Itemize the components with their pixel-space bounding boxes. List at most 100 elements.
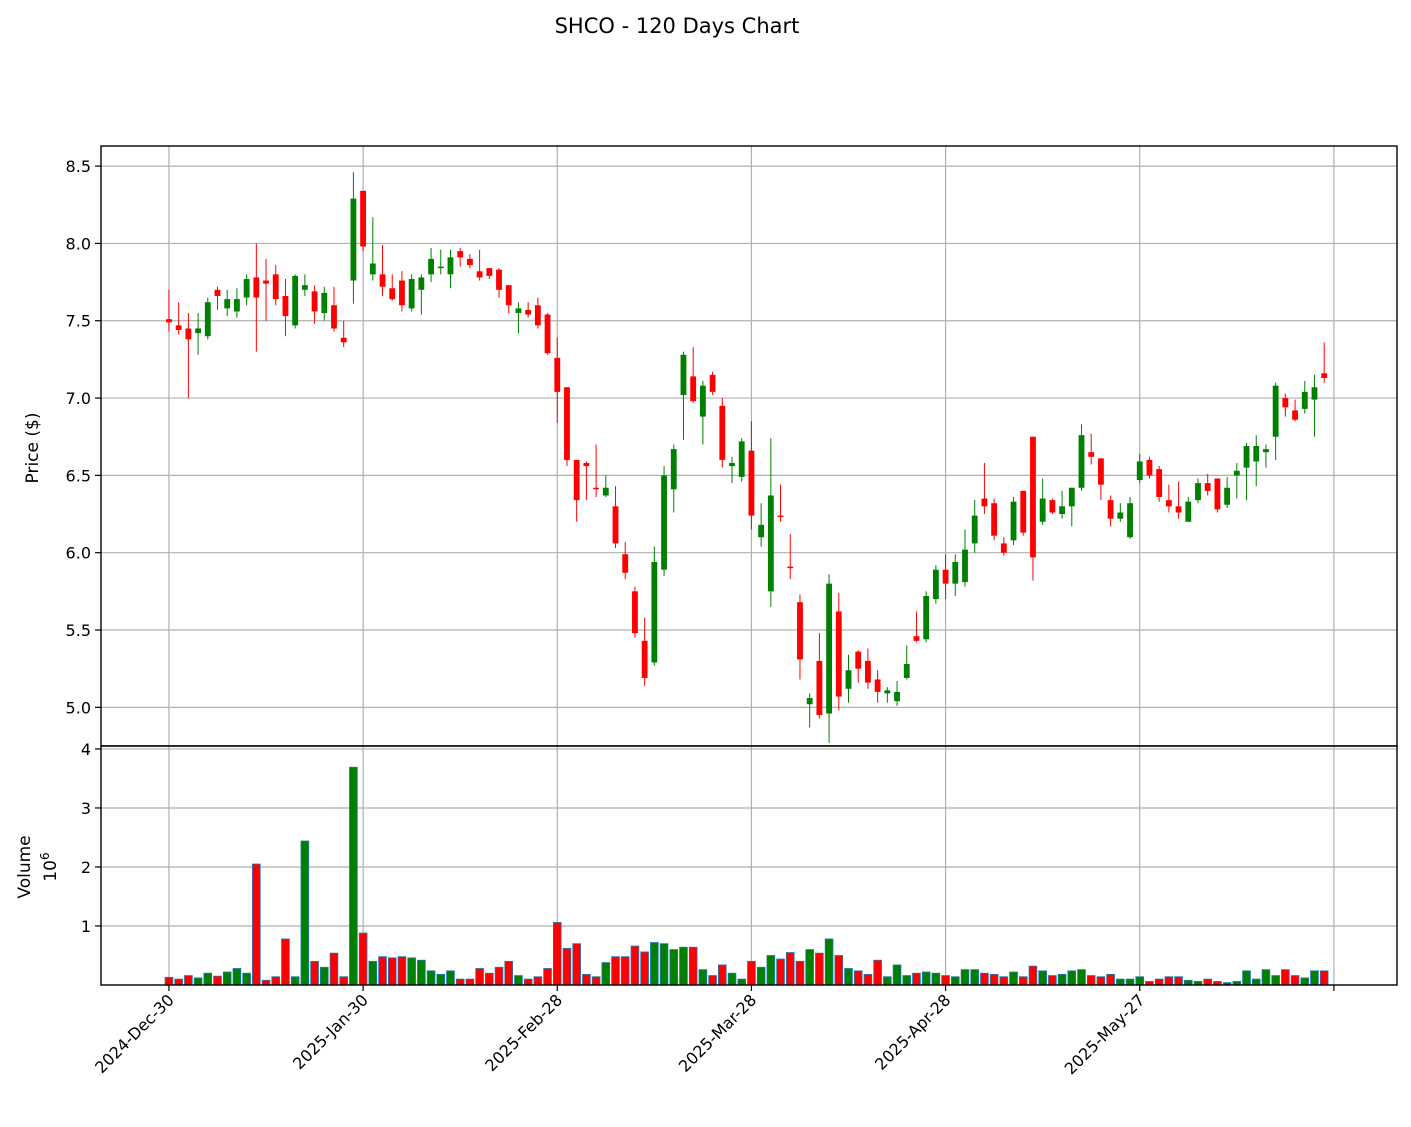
volume-bar <box>941 975 950 986</box>
volume-bar <box>339 976 348 986</box>
candle <box>272 265 279 306</box>
candle <box>971 500 978 553</box>
volume-tick-label: 3 <box>81 799 91 818</box>
candle-body <box>903 664 910 678</box>
price-tick-label: 7.5 <box>66 312 91 331</box>
candle-body <box>447 257 454 275</box>
candle <box>505 285 512 314</box>
volume-bar <box>951 976 960 986</box>
candle <box>331 286 337 332</box>
volume-bar <box>446 970 455 986</box>
candle <box>214 286 221 310</box>
candle-body <box>195 328 201 334</box>
candle <box>476 249 483 281</box>
candle-body <box>981 498 988 507</box>
candle <box>777 484 784 522</box>
candle-body <box>1136 461 1143 481</box>
volume-bar <box>863 973 873 986</box>
x-tick-label: 2025-Apr-28 <box>871 990 954 1073</box>
x-tick-label: 2025-Mar-28 <box>675 990 760 1075</box>
volume-bar <box>650 942 659 986</box>
volume-bar <box>504 960 514 986</box>
candle <box>437 249 444 275</box>
candle <box>185 313 192 399</box>
volume-bar <box>1251 978 1261 986</box>
candle <box>729 456 735 484</box>
candle <box>962 529 968 587</box>
x-tick-label: 2025-May-27 <box>1061 990 1149 1078</box>
candle <box>224 289 231 317</box>
volume-panel: 1 2 3 4 Volume 106 <box>15 740 1398 986</box>
candle-body <box>680 354 687 395</box>
candle <box>1127 497 1133 539</box>
candle <box>583 461 590 501</box>
candle-body <box>253 277 260 298</box>
candle <box>311 285 318 324</box>
candle <box>544 313 551 355</box>
candle <box>874 670 881 703</box>
candle <box>1321 342 1328 383</box>
volume-bar <box>310 960 319 986</box>
volume-bar <box>980 972 989 986</box>
volume-bar <box>591 976 601 986</box>
candle-body <box>369 263 376 275</box>
candle-body <box>466 258 473 266</box>
candle-body <box>331 305 337 329</box>
candle <box>709 371 716 395</box>
candle-body <box>602 487 609 496</box>
candle-body <box>272 274 279 300</box>
candle <box>816 633 823 719</box>
volume-bar <box>1106 973 1115 986</box>
volume-bar <box>601 962 611 986</box>
candle <box>1214 478 1221 513</box>
candle-body <box>573 459 580 501</box>
candle <box>835 592 842 711</box>
candle <box>787 534 794 579</box>
candle <box>913 611 920 643</box>
volume-bar <box>193 977 203 986</box>
volume-bar <box>815 952 824 986</box>
volume-bar <box>737 978 747 986</box>
candle-body <box>496 269 502 290</box>
volume-bar <box>1319 970 1329 986</box>
volume-bar <box>844 968 853 986</box>
price-grid <box>101 146 1397 746</box>
candle-body <box>923 596 930 640</box>
volume-bar <box>261 979 271 986</box>
candle-body <box>350 198 357 281</box>
candle <box>166 289 172 332</box>
candle <box>515 302 522 334</box>
candle-body <box>632 591 638 634</box>
candle <box>1117 503 1124 522</box>
candle <box>632 586 638 638</box>
volume-bar <box>1164 976 1174 986</box>
volume-bar <box>184 975 193 986</box>
candle <box>389 274 396 301</box>
volume-bar <box>698 969 708 986</box>
candle-body <box>408 278 415 309</box>
volume-bar <box>232 968 242 986</box>
candle-body <box>1311 387 1318 400</box>
volume-bar <box>252 863 261 986</box>
candle-body <box>243 278 250 298</box>
volume-bar <box>436 973 446 986</box>
candle-body <box>525 309 532 315</box>
candle <box>399 271 405 312</box>
candle-body <box>816 660 823 716</box>
candle-body <box>505 285 512 306</box>
candle-body <box>1010 501 1017 541</box>
candle-body <box>418 277 425 290</box>
candle-body <box>554 357 561 392</box>
candle-body <box>185 328 192 340</box>
volume-bar <box>776 958 785 986</box>
candle-body <box>1156 469 1163 498</box>
volume-bar <box>1154 978 1164 986</box>
candle <box>719 398 726 468</box>
volume-bar <box>349 766 358 986</box>
candle-body <box>962 549 968 583</box>
candle-body <box>855 651 862 669</box>
candle-body <box>1292 410 1298 420</box>
candle-body <box>175 325 182 331</box>
candle <box>243 274 250 306</box>
candle-body <box>204 302 211 337</box>
